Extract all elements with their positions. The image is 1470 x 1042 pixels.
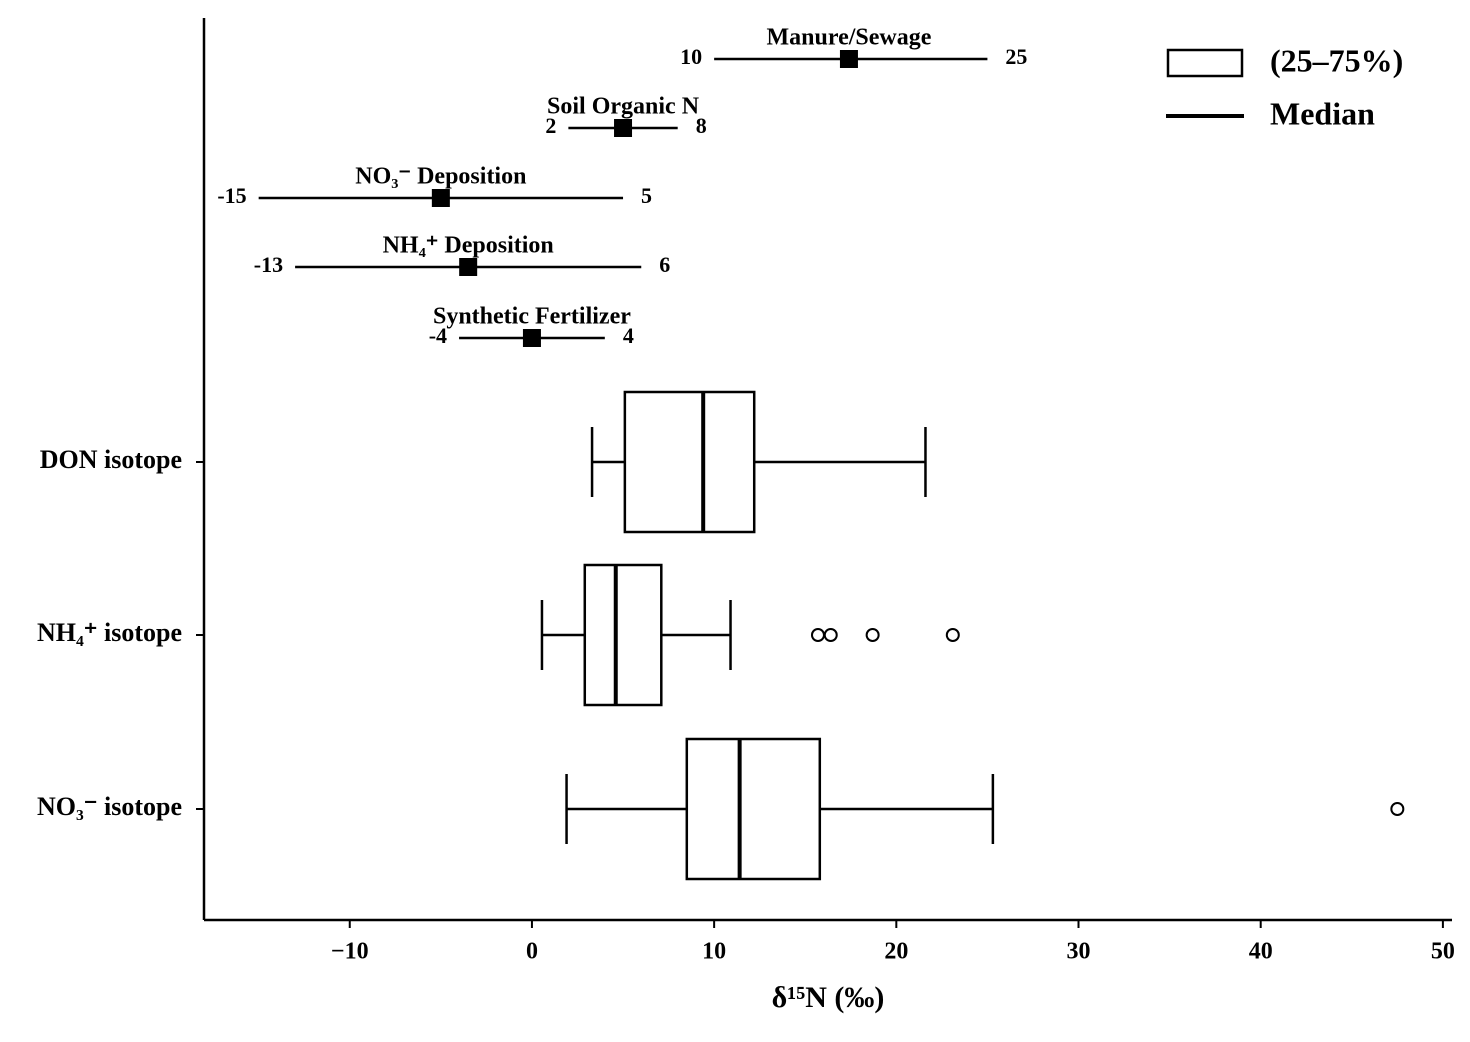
source-name: Manure/Sewage [767, 25, 932, 51]
source-median [839, 50, 858, 68]
source-min-label: 10 [680, 44, 702, 69]
source-min-label: 2 [545, 113, 556, 138]
source-min-label: -15 [217, 183, 246, 208]
flier [1390, 802, 1405, 816]
x-axis-label: δ¹⁵N (‰) [772, 981, 885, 1014]
source-max-label: 8 [696, 113, 707, 138]
legend-median-label: Median [1270, 95, 1375, 131]
y-tick-label: DON isotope [40, 445, 182, 474]
source-name: Soil Organic N [547, 94, 700, 120]
box [623, 390, 756, 534]
x-tick-label: 20 [884, 939, 908, 965]
flier [945, 628, 960, 642]
source-max-label: 4 [623, 323, 634, 348]
source-name: Synthetic Fertilizer [433, 304, 631, 330]
source-min-label: -13 [254, 252, 283, 277]
source-median [614, 119, 633, 137]
x-tick-label: 10 [702, 939, 726, 965]
x-tick-label: −10 [331, 939, 369, 965]
flier [810, 628, 825, 642]
x-tick-label: 30 [1067, 939, 1091, 965]
source-max-label: 5 [641, 183, 652, 208]
y-tick-label: NH₄⁺ isotope [37, 618, 182, 647]
source-median [459, 258, 478, 276]
source-median [431, 189, 450, 207]
legend-box-swatch [1166, 48, 1244, 78]
box [685, 737, 822, 881]
legend-box-label: (25–75%) [1270, 42, 1403, 78]
flier [823, 628, 838, 642]
source-min-label: -4 [429, 323, 447, 348]
source-max-label: 25 [1005, 44, 1027, 69]
source-median [522, 329, 541, 347]
source-name: NH₄⁺ Deposition [383, 233, 554, 259]
x-tick-label: 0 [526, 939, 538, 965]
x-tick-label: 50 [1431, 939, 1455, 965]
x-tick-label: 40 [1249, 939, 1273, 965]
source-name: NO₃⁻ Deposition [355, 164, 526, 190]
flier [865, 628, 880, 642]
y-tick-label: NO₃⁻ isotope [37, 792, 182, 821]
box [583, 563, 663, 707]
source-max-label: 6 [659, 252, 670, 277]
